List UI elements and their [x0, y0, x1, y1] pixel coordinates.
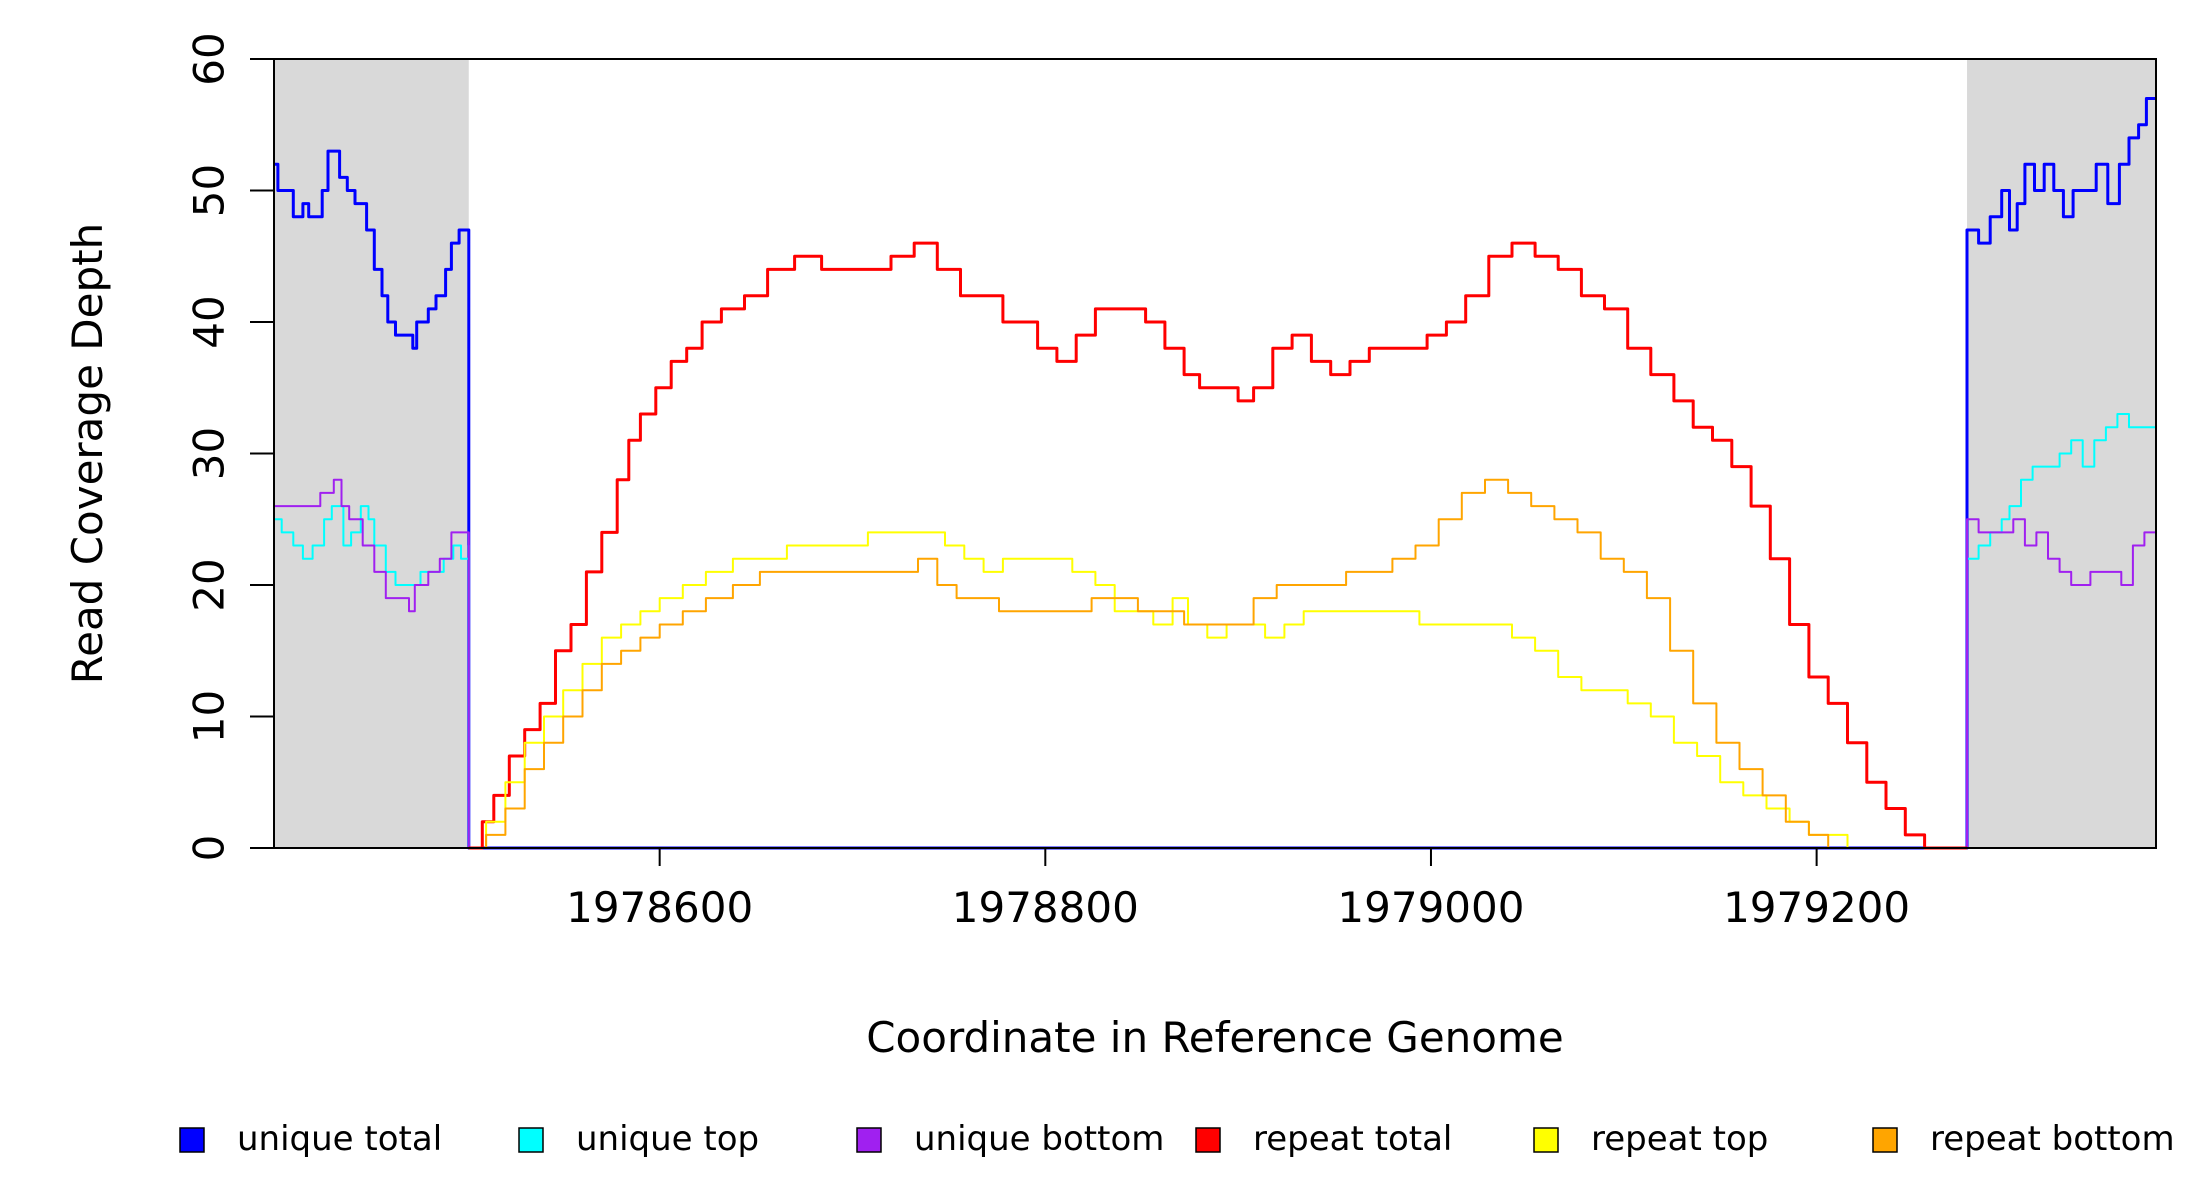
- legend-label-repeat-bottom: repeat bottom: [1930, 1119, 2175, 1159]
- legend-swatch-unique-total: [179, 1127, 205, 1153]
- y-tick-label: 50: [185, 164, 234, 217]
- series-line-repeat-bottom: [468, 478, 1967, 849]
- x-tick-label: 1978600: [566, 883, 753, 932]
- x-tick-label: 1978800: [952, 883, 1139, 932]
- legend-label-repeat-total: repeat total: [1253, 1119, 1452, 1159]
- x-tick-label: 1979000: [1337, 883, 1524, 932]
- plot-frame: [273, 58, 2157, 849]
- series-lines: [274, 97, 2157, 850]
- legend: unique total unique top unique bottom repea…: [179, 1119, 2175, 1159]
- x-axis-title: Coordinate in Reference Genome: [866, 1013, 1564, 1062]
- legend-label-unique-bottom: unique bottom: [914, 1119, 1164, 1159]
- legend-swatch-unique-top: [518, 1127, 544, 1153]
- legend-label-unique-top: unique top: [576, 1119, 759, 1159]
- shaded-region-1: [274, 59, 469, 848]
- legend-swatch-unique-bottom: [856, 1127, 882, 1153]
- legend-label-unique-total: unique total: [237, 1119, 442, 1159]
- y-tick-label: 0: [185, 835, 234, 862]
- y-axis-title: Read Coverage Depth: [63, 223, 112, 684]
- y-tick-label: 60: [185, 32, 234, 85]
- y-tick-label: 10: [185, 690, 234, 743]
- y-tick-label: 40: [185, 295, 234, 348]
- series-line-repeat-total: [468, 241, 1967, 850]
- series-line-repeat-top: [468, 531, 1967, 849]
- legend-label-repeat-top: repeat top: [1591, 1119, 1768, 1159]
- y-tick-label: 30: [185, 427, 234, 480]
- legend-swatch-repeat-bottom: [1872, 1127, 1898, 1153]
- series-line-unique-top: [274, 413, 2156, 849]
- shaded-regions: [274, 59, 2156, 848]
- legend-swatch-repeat-total: [1195, 1127, 1221, 1153]
- y-tick-label: 20: [185, 558, 234, 611]
- axes: 1978600 1978800 1979000 1979200 0 10 20 30 40 50 6…: [185, 32, 1911, 932]
- legend-swatch-repeat-top: [1533, 1127, 1559, 1153]
- series-line-unique-total: [274, 97, 2156, 850]
- x-tick-label: 1979200: [1723, 883, 1910, 932]
